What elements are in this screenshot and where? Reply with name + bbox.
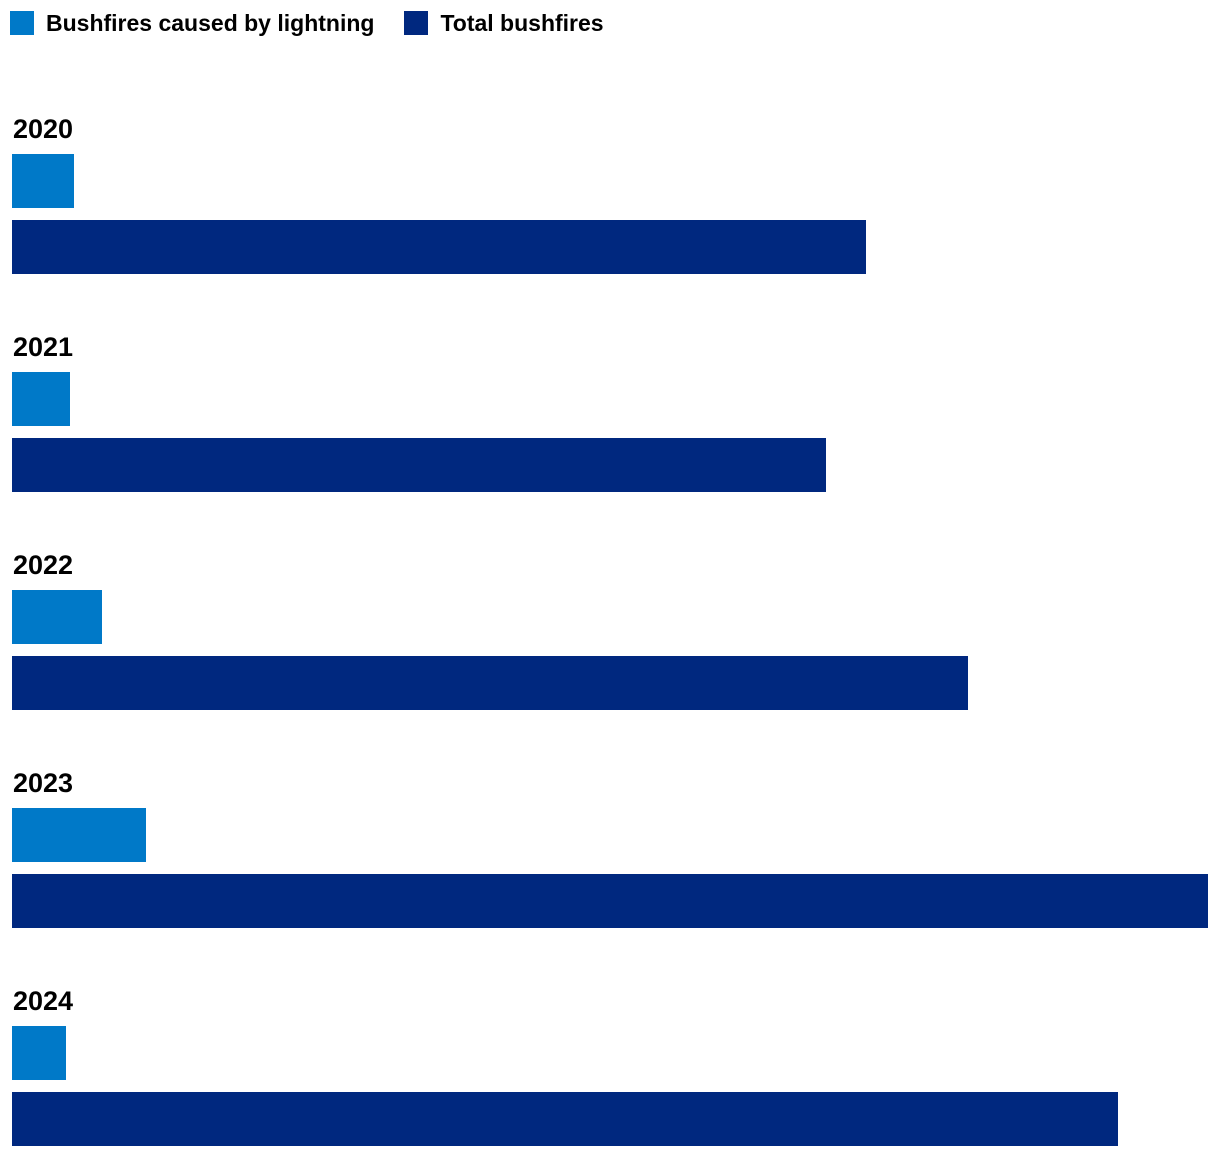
year-label-2020: 2020 xyxy=(13,114,73,144)
year-label-2023: 2023 xyxy=(13,768,73,798)
legend: Bushfires caused by lightning Total bush… xyxy=(10,8,634,38)
lightning-bar-2020 xyxy=(12,154,74,208)
total-bar-2024 xyxy=(12,1092,1118,1146)
lightning-bar-2023 xyxy=(12,808,146,862)
legend-label-total: Total bushfires xyxy=(440,9,604,36)
legend-label-lightning: Bushfires caused by lightning xyxy=(46,9,375,36)
legend-swatch-total xyxy=(404,11,429,35)
legend-item-lightning: Bushfires caused by lightning xyxy=(10,10,374,37)
legend-item-total: Total bushfires xyxy=(404,9,604,37)
year-label-2024: 2024 xyxy=(13,986,73,1016)
lightning-bar-2024 xyxy=(12,1026,66,1080)
total-bar-2023 xyxy=(12,874,1208,928)
year-label-2022: 2022 xyxy=(13,550,73,580)
year-label-2021: 2021 xyxy=(13,332,73,362)
legend-swatch-lightning xyxy=(10,11,34,35)
total-bar-2022 xyxy=(12,656,968,710)
lightning-bar-2021 xyxy=(12,372,70,426)
lightning-bar-2022 xyxy=(12,590,102,644)
total-bar-2020 xyxy=(12,220,866,274)
total-bar-2021 xyxy=(12,438,826,492)
